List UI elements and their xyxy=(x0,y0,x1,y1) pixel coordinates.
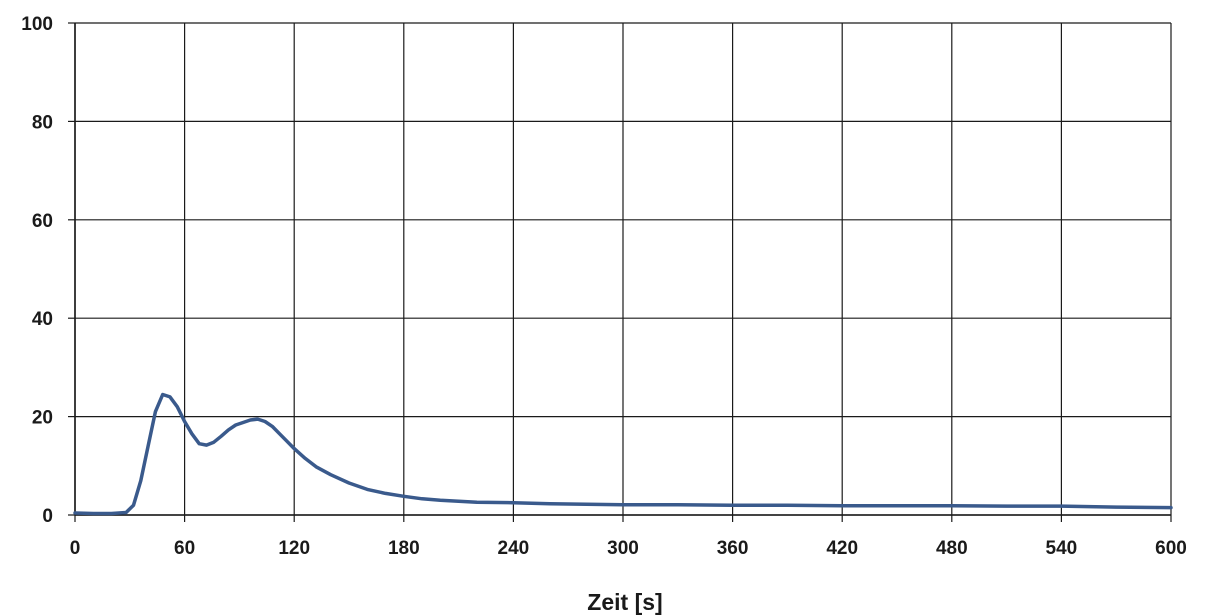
x-tick-label: 360 xyxy=(717,538,749,559)
tick-labels: 0 60 120 180 240 300 360 420 480 540 600 0 20 40 60 80 1… xyxy=(21,14,1187,559)
x-tick-label: 420 xyxy=(826,538,858,559)
x-tick-label: 240 xyxy=(498,538,530,559)
y-tick-label: 80 xyxy=(32,112,53,133)
x-tick-label: 300 xyxy=(607,538,639,559)
x-axis-label: Zeit [s] xyxy=(587,589,662,615)
grid-lines xyxy=(68,22,1172,522)
x-tick-label: 0 xyxy=(70,538,81,559)
x-tick-label: 600 xyxy=(1155,538,1187,559)
y-tick-label: 20 xyxy=(32,408,53,429)
y-tick-label: 60 xyxy=(32,211,53,232)
x-tick-label: 540 xyxy=(1046,538,1078,559)
series-line xyxy=(73,392,1173,516)
y-tick-label: 40 xyxy=(32,309,53,330)
y-tick-label: 0 xyxy=(42,506,53,527)
y-tick-label: 100 xyxy=(21,14,53,35)
x-tick-label: 120 xyxy=(278,538,310,559)
x-tick-label: 180 xyxy=(388,538,420,559)
x-tick-label: 480 xyxy=(936,538,968,559)
x-tick-label: 60 xyxy=(174,538,195,559)
